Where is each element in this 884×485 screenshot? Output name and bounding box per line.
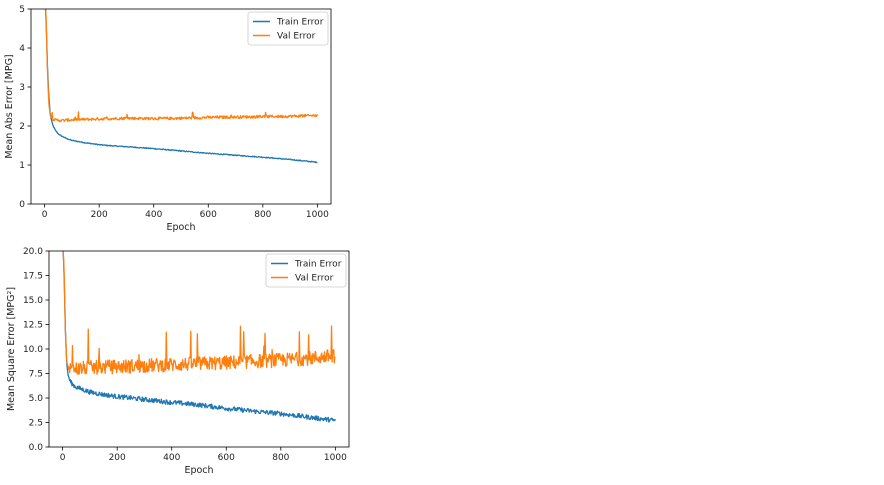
- legend: Train Error Val Error: [247, 11, 329, 46]
- series-line-train-error: [44, 9, 318, 164]
- y-tick-label: 20.0: [23, 247, 43, 257]
- y-tick-label: 0: [19, 200, 25, 210]
- y-tick-label: 10.0: [23, 345, 43, 355]
- y-tick-label: 2.5: [29, 419, 43, 429]
- legend: Train Error Val Error: [265, 253, 347, 288]
- x-tick-label: 1000: [324, 453, 347, 463]
- x-tick-label: 800: [254, 210, 271, 220]
- series-line-train-error: [62, 251, 336, 423]
- legend-entry: Val Error: [295, 274, 334, 284]
- y-axis-label: Mean Square Error [MPG²]: [6, 287, 17, 411]
- chart-1: 0 200 400 600 800 1000 0 1 2 3 4 5 Epoch Mean Abs Err…: [4, 5, 332, 233]
- plot-frame: [30, 8, 332, 205]
- y-axis-label: Mean Abs Error [MPG]: [4, 54, 15, 158]
- series-line-val-error: [62, 251, 336, 375]
- x-tick-label: 400: [145, 210, 162, 220]
- y-tick-label: 4: [19, 44, 25, 54]
- y-tick-label: 7.5: [29, 370, 43, 380]
- x-tick-label: 0: [60, 453, 66, 463]
- legend-box: [247, 11, 329, 46]
- legend-entry: Val Error: [277, 32, 316, 42]
- x-tick-label: 200: [109, 453, 126, 463]
- y-tick-label: 0.0: [29, 443, 44, 453]
- y-tick-label: 3: [19, 83, 25, 93]
- y-tick-label: 2: [19, 122, 25, 132]
- legend-entry: Train Error: [294, 260, 342, 270]
- y-tick-label: 12.5: [23, 321, 43, 331]
- legend-box: [265, 253, 347, 288]
- legend-entry: Train Error: [276, 18, 324, 28]
- y-tick-label: 17.5: [23, 272, 43, 282]
- x-tick-label: 1000: [306, 210, 329, 220]
- y-tick-label: 5.0: [29, 394, 44, 404]
- x-tick-label: 200: [91, 210, 108, 220]
- y-tick-label: 15.0: [23, 296, 43, 306]
- y-tick-label: 5: [19, 5, 25, 15]
- x-tick-label: 800: [272, 453, 289, 463]
- series-line-val-error: [45, 9, 318, 123]
- x-axis-label: Epoch: [184, 465, 213, 476]
- y-tick-label: 1: [19, 161, 25, 171]
- x-tick-label: 0: [42, 210, 48, 220]
- x-tick-label: 400: [163, 453, 180, 463]
- chart-2: 0 200 400 600 800 1000 0.0 2.5 5.0 7.5 10.0 12.5 15.…: [6, 247, 350, 476]
- x-axis-label: Epoch: [166, 222, 195, 233]
- x-tick-label: 600: [200, 210, 217, 220]
- x-tick-label: 600: [218, 453, 235, 463]
